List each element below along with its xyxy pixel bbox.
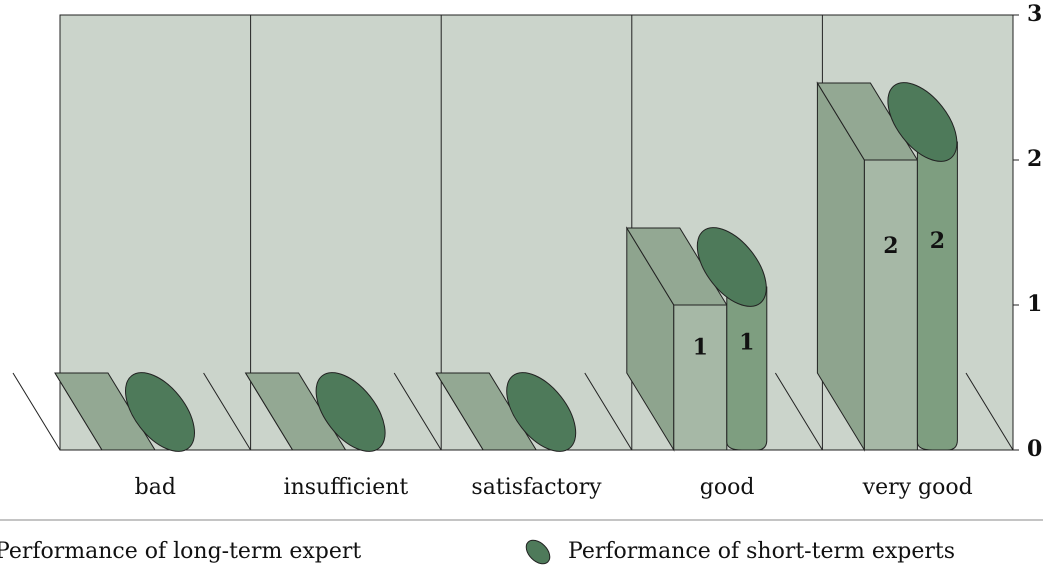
x-tick-label: insufficient xyxy=(284,475,409,500)
x-tick-label: satisfactory xyxy=(471,475,602,500)
floor-line xyxy=(203,372,252,451)
floor-line xyxy=(393,372,442,451)
bar-top xyxy=(244,372,347,451)
value-label: 2 xyxy=(930,228,945,254)
legend-swatch xyxy=(525,539,551,565)
x-tick-label: very good xyxy=(862,475,973,500)
value-label: 2 xyxy=(883,233,898,259)
cylinder-top xyxy=(696,227,767,307)
floor-line xyxy=(12,372,61,451)
floor-line xyxy=(965,372,1014,451)
cylinder-top xyxy=(125,372,195,452)
y-tick-label: 0 xyxy=(1027,436,1042,462)
bar-top xyxy=(816,82,919,161)
bar-front xyxy=(673,304,728,451)
legend-label: Performance of long-term expert xyxy=(0,539,361,564)
y-tick-label: 1 xyxy=(1027,291,1042,317)
bar xyxy=(625,226,728,452)
cylinder xyxy=(125,372,195,452)
value-label: 1 xyxy=(693,335,708,361)
bar-top xyxy=(435,372,538,451)
cylinder xyxy=(315,372,386,452)
cylinder xyxy=(696,227,768,451)
floor-line xyxy=(774,372,823,451)
bar xyxy=(435,372,538,451)
cylinder-body xyxy=(916,141,958,451)
cylinder xyxy=(887,82,958,451)
bar xyxy=(816,81,919,452)
value-label: 1 xyxy=(739,330,754,356)
bar-front xyxy=(863,159,918,451)
cylinder xyxy=(506,372,577,452)
bar xyxy=(244,372,347,451)
floor-line xyxy=(584,372,633,451)
bar-top xyxy=(625,227,728,306)
y-tick-label: 2 xyxy=(1027,146,1042,172)
cylinder-top xyxy=(506,372,577,452)
legend-label: Performance of short-term experts xyxy=(568,539,955,564)
x-tick-label: good xyxy=(700,475,755,500)
y-tick-label: 3 xyxy=(1027,1,1042,27)
x-tick-label: bad xyxy=(135,475,176,500)
bar-top xyxy=(54,372,156,451)
cylinder-body xyxy=(726,286,768,451)
cylinder-top xyxy=(315,372,386,452)
bar xyxy=(54,372,156,451)
cylinder-top xyxy=(887,82,958,162)
